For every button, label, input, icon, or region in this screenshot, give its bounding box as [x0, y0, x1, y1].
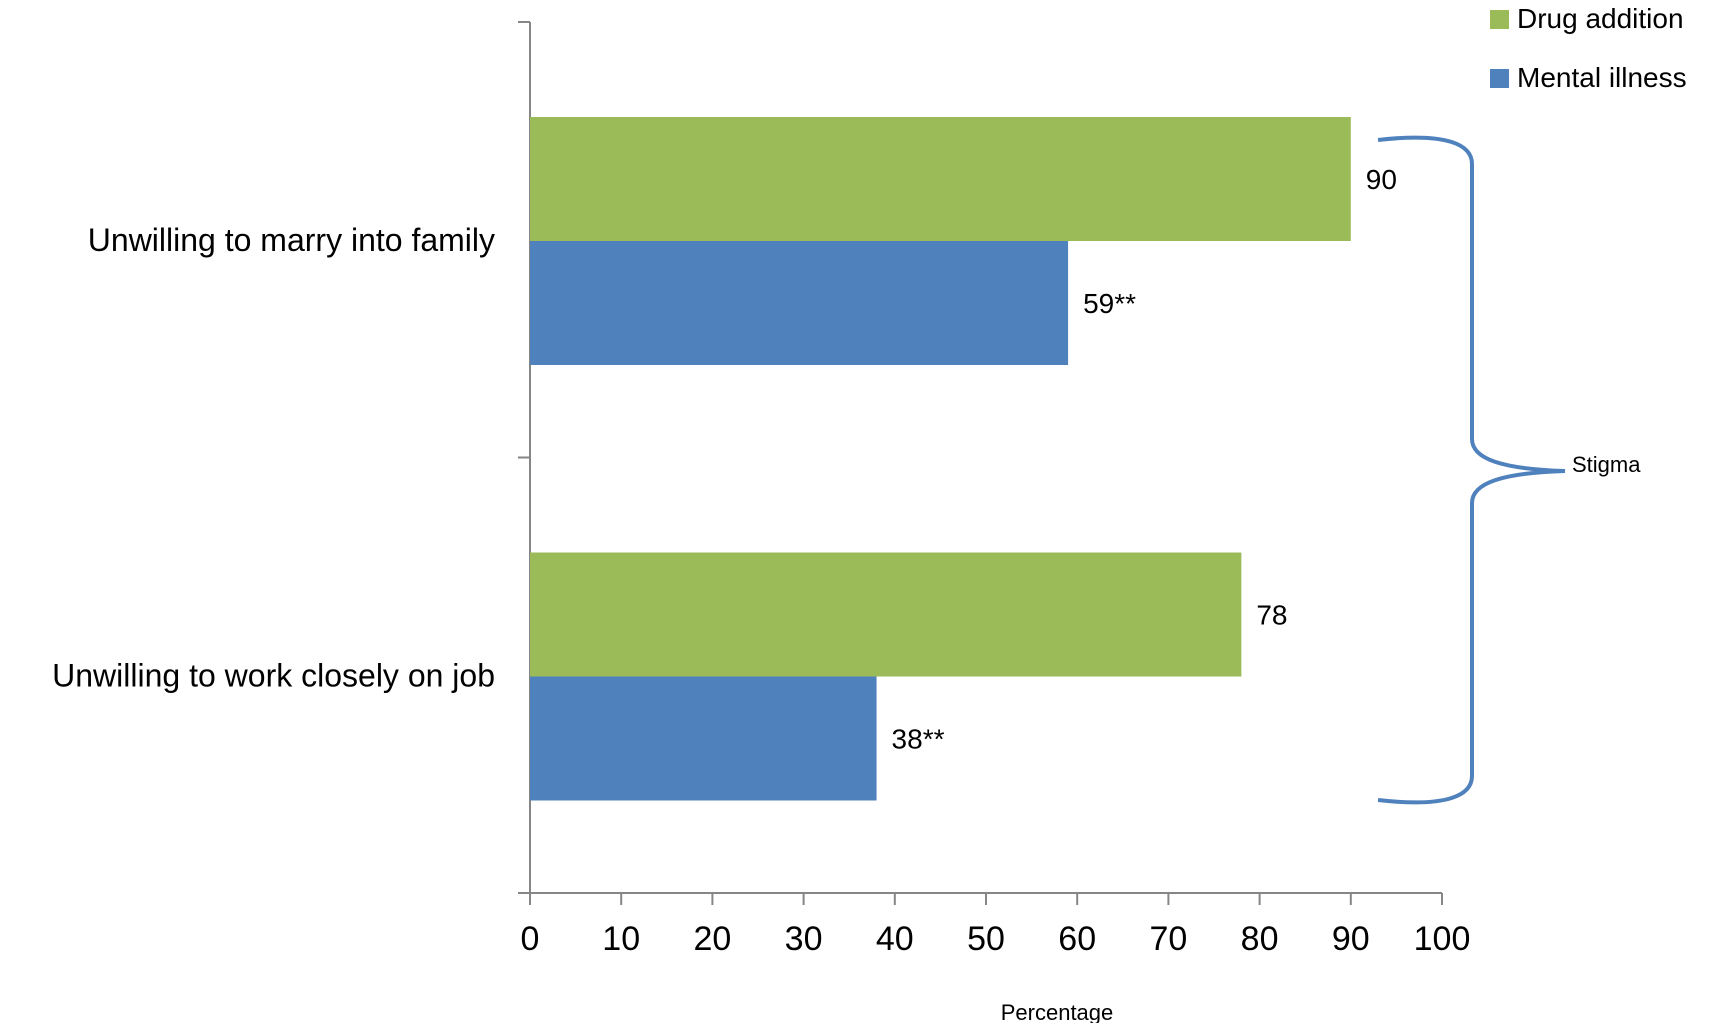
bars [530, 117, 1351, 801]
bar-drug-addition-unwilling-to-work-closely-on-job [530, 552, 1242, 677]
x-tick-label-60: 60 [1058, 920, 1096, 958]
category-label-unwilling-to-marry-into-family: Unwilling to marry into family [88, 222, 495, 258]
data-label-drug-addition-unwilling-to-marry-into-family: 90 [1366, 164, 1397, 195]
data-label-drug-addition-unwilling-to-work-closely-on-job: 78 [1256, 600, 1287, 631]
stigma-label: Stigma [1572, 452, 1641, 477]
x-tick-label-90: 90 [1332, 920, 1370, 958]
bar-mental-illness-unwilling-to-work-closely-on-job [530, 676, 877, 801]
data-label-mental-illness-unwilling-to-work-closely-on-job: 38** [892, 724, 945, 755]
x-tick-label-40: 40 [876, 920, 914, 958]
legend-swatch-mental-illness [1490, 69, 1509, 88]
legend-label-drug-addition: Drug addition [1517, 3, 1684, 34]
category-label-unwilling-to-work-closely-on-job: Unwilling to work closely on job [52, 658, 495, 694]
x-tick-label-100: 100 [1414, 920, 1471, 958]
x-tick-label-20: 20 [693, 920, 731, 958]
stigma-brace [1377, 135, 1566, 805]
x-tick-label-50: 50 [967, 920, 1005, 958]
x-tick-label-70: 70 [1149, 920, 1187, 958]
x-tick-label-0: 0 [521, 920, 540, 958]
bar-mental-illness-unwilling-to-marry-into-family [530, 241, 1069, 365]
labels: Unwilling to marry into family 90 59** Unwi… [52, 164, 1397, 755]
stigma-brace-annotation: Stigma [1377, 135, 1641, 805]
axes: 0 10 20 30 40 50 60 70 80 90 100 Percentage [518, 21, 1471, 1025]
x-tick-label-80: 80 [1241, 920, 1279, 958]
x-axis-title: Percentage [1001, 1000, 1114, 1023]
legend: Drug addition Mental illness [1490, 3, 1687, 93]
x-tick-label-10: 10 [602, 920, 640, 958]
data-label-mental-illness-unwilling-to-marry-into-family: 59** [1083, 288, 1136, 319]
legend-swatch-drug-addition [1490, 10, 1509, 29]
legend-label-mental-illness: Mental illness [1517, 62, 1687, 93]
bar-drug-addition-unwilling-to-marry-into-family [530, 117, 1351, 241]
x-tick-label-30: 30 [785, 920, 823, 958]
